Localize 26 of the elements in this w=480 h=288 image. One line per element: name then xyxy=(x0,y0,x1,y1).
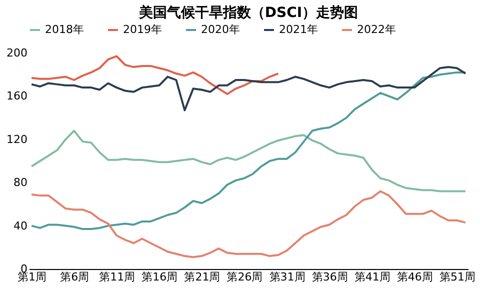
y-tick-label: 40 xyxy=(14,219,28,232)
x-tick-label: 第51周 xyxy=(439,270,476,284)
legend-label: 2018年 xyxy=(45,23,84,36)
line-series xyxy=(30,190,466,258)
x-tick-label: 第46周 xyxy=(396,270,433,284)
line-series xyxy=(30,66,466,112)
line-series xyxy=(30,71,466,230)
x-tick-label: 第36周 xyxy=(312,270,348,284)
y-tick-label: 80 xyxy=(14,176,28,190)
y-tick-label: 120 xyxy=(6,132,28,146)
chart-title: 美国气候干旱指数（DSCI）走势图 xyxy=(138,4,358,21)
x-tick-label: 第31周 xyxy=(269,270,306,284)
y-tick-label: 200 xyxy=(6,46,28,60)
x-tick-label: 第26周 xyxy=(226,270,263,284)
line-series xyxy=(30,130,466,192)
x-tick-label: 第41周 xyxy=(354,270,390,284)
x-tick-label: 第16周 xyxy=(142,270,178,284)
legend-label: 2022年 xyxy=(357,23,396,36)
legend-label: 2020年 xyxy=(201,23,240,36)
line-series xyxy=(30,55,280,96)
x-tick-label: 第6周 xyxy=(60,270,90,284)
x-tick-label: 第11周 xyxy=(99,270,136,284)
legend-label: 2019年 xyxy=(123,23,162,36)
x-tick-label: 第21周 xyxy=(184,270,220,284)
legend-label: 2021年 xyxy=(279,23,318,36)
y-tick-label: 160 xyxy=(6,90,28,103)
